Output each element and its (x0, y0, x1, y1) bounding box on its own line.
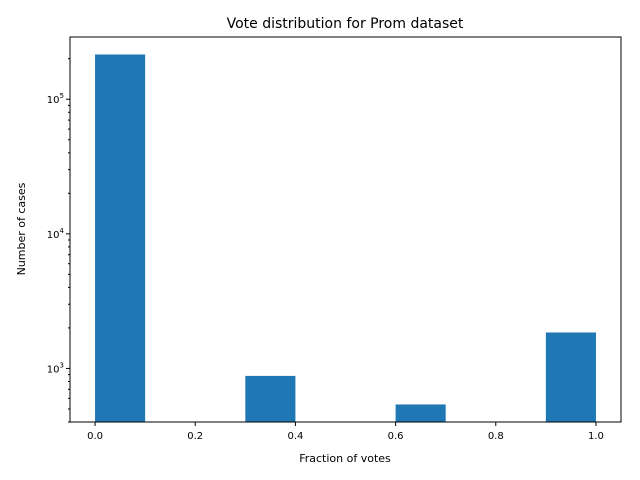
bar-3 (545, 332, 596, 422)
bar-2 (395, 404, 446, 422)
x-tick-label: 0.2 (187, 431, 203, 442)
x-tick-label: 0.4 (287, 431, 303, 442)
y-tick-label: 104 (47, 227, 65, 241)
bar-0 (95, 54, 146, 422)
x-tick-label: 0.8 (488, 431, 504, 442)
y-tick-label: 105 (47, 92, 64, 106)
plot-frame (69, 36, 622, 423)
y-axis-label: Number of cases (15, 182, 28, 275)
x-axis-label: Fraction of votes (299, 452, 391, 465)
chart-title: Vote distribution for Prom dataset (227, 16, 464, 32)
bars-group (95, 54, 596, 422)
y-tick-label: 103 (47, 361, 64, 375)
x-tick-label: 0.0 (87, 431, 103, 442)
x-tick-label: 1.0 (588, 431, 604, 442)
bar-1 (245, 375, 296, 422)
x-tick-label: 0.6 (388, 431, 404, 442)
